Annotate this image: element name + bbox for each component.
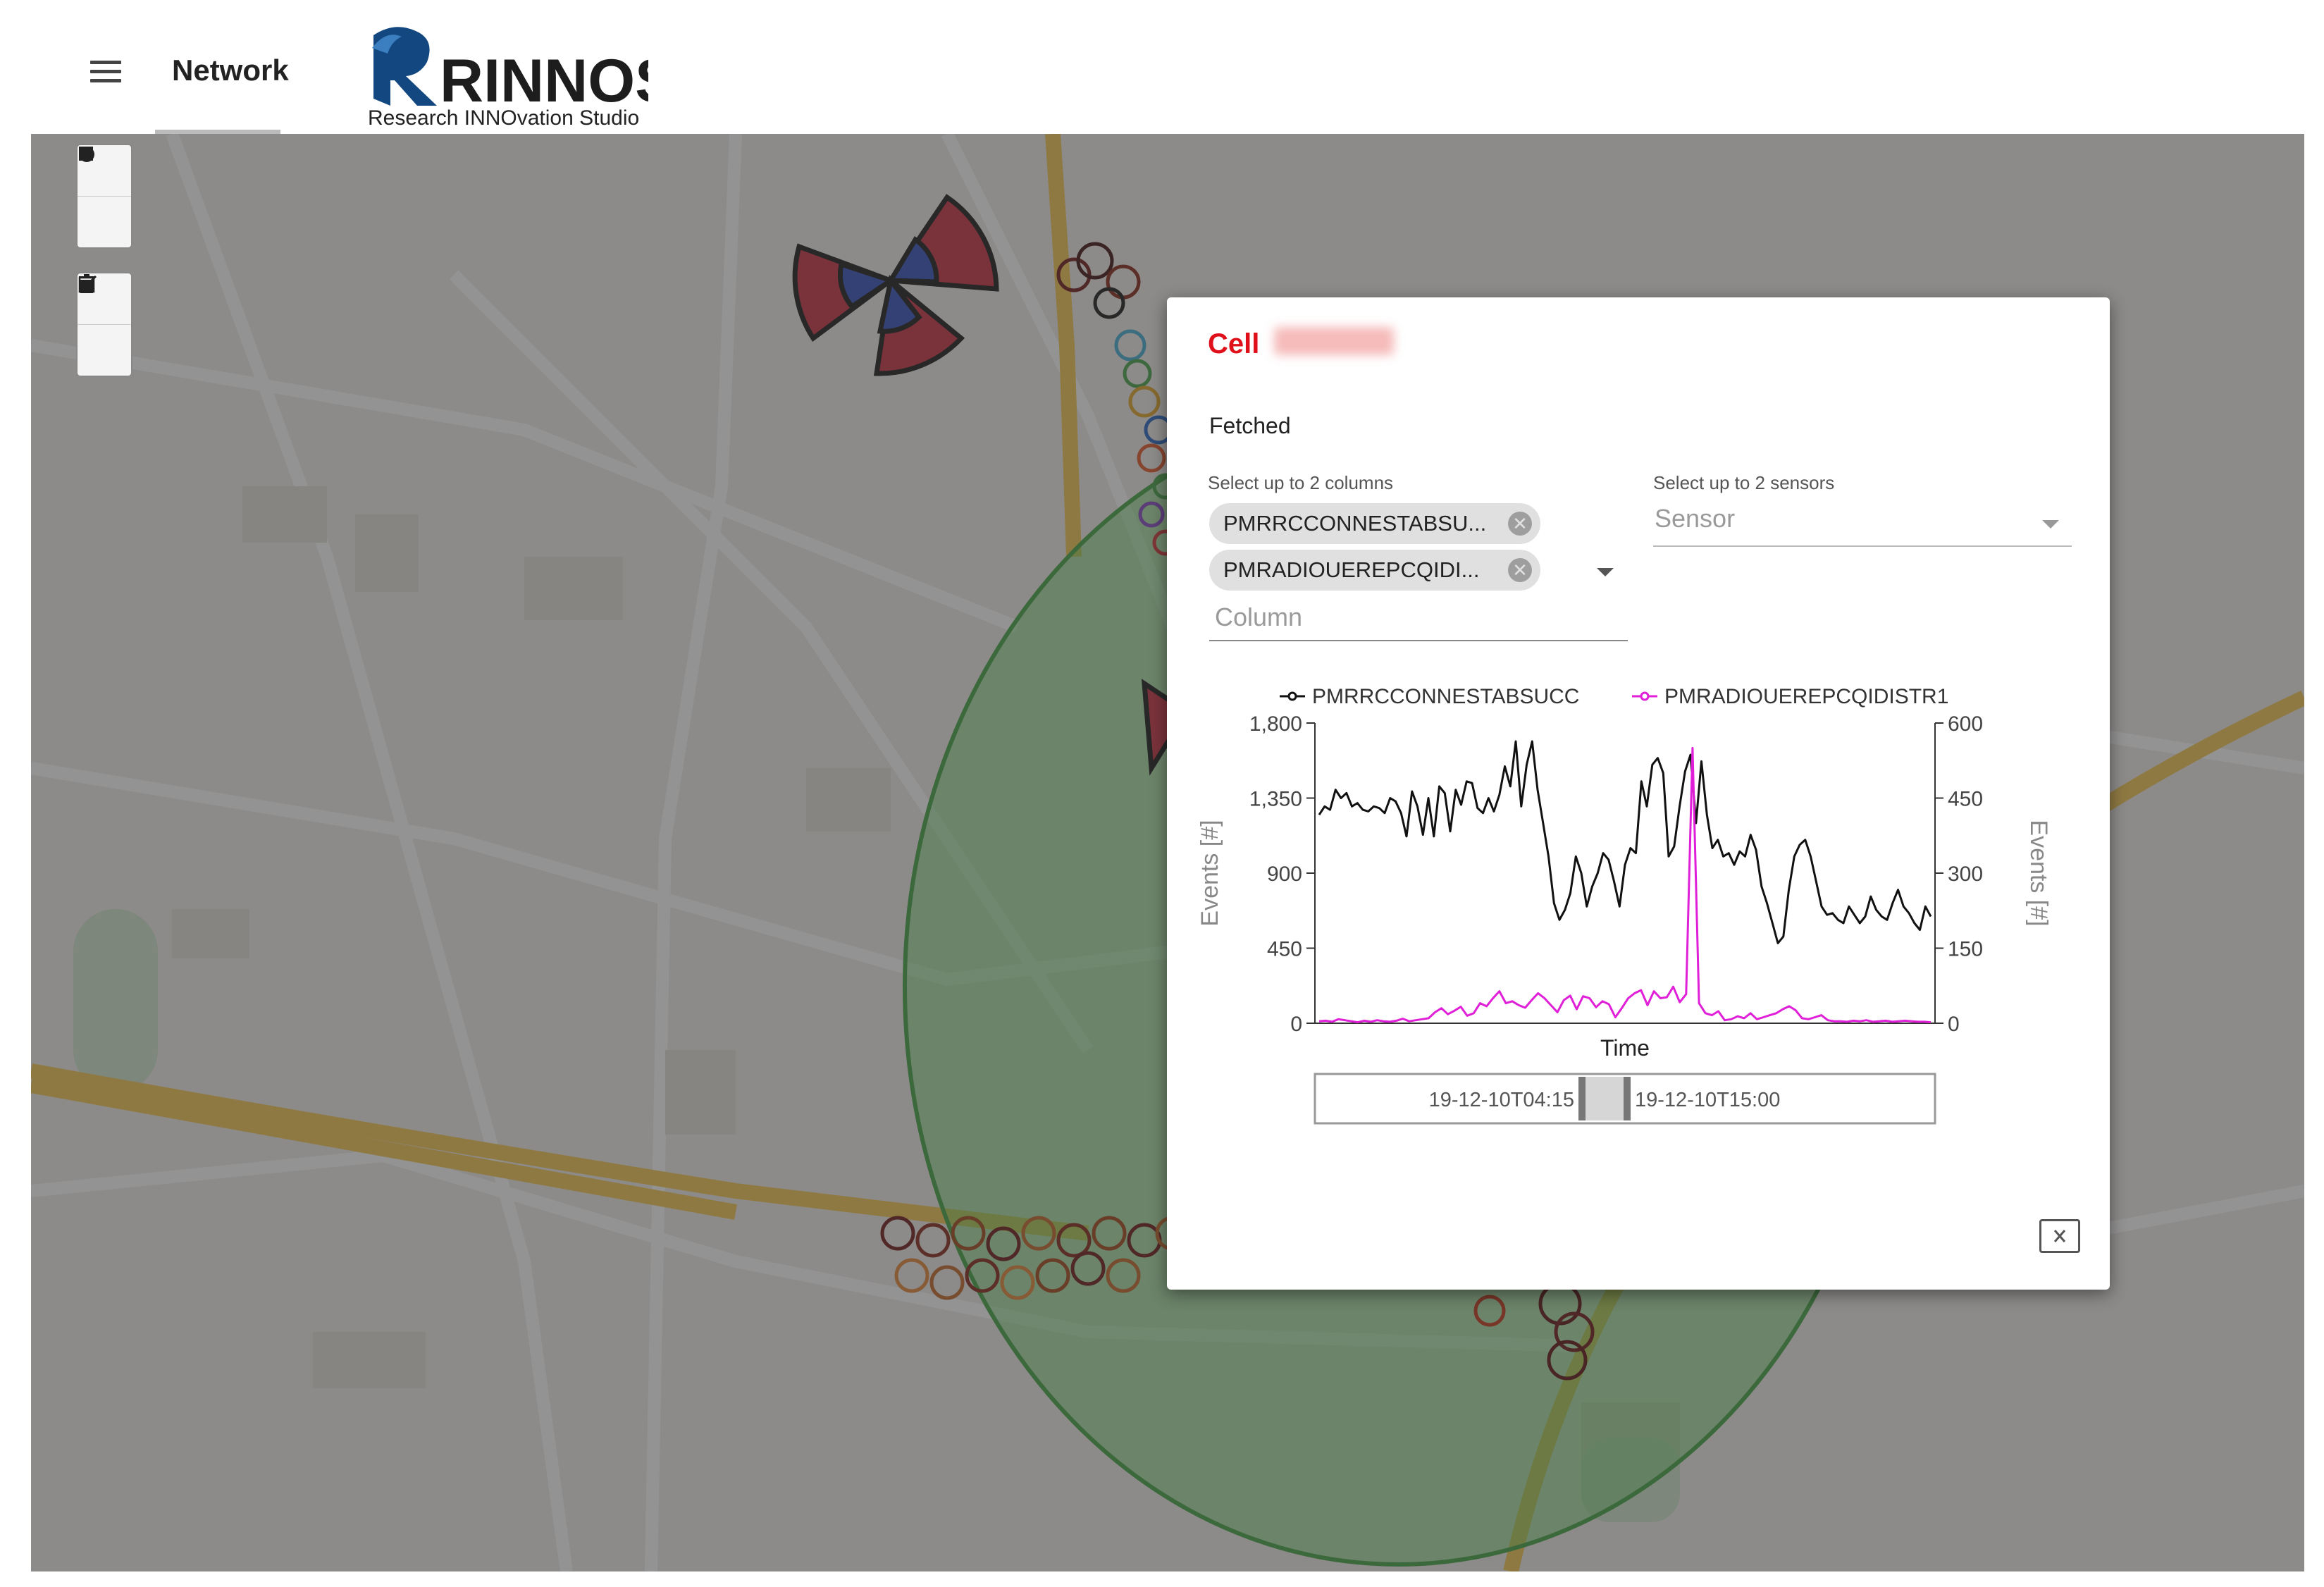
columns-dropdown-icon[interactable] bbox=[1597, 568, 1614, 576]
y-tick-label: 0 bbox=[1290, 1013, 1302, 1036]
nav-active-indicator bbox=[155, 130, 280, 134]
y-tick-label: 1,800 bbox=[1249, 712, 1302, 736]
y2-axis-label: Events [#] bbox=[2025, 820, 2052, 926]
column-chip[interactable]: PMRRCCONNESTABSU... ✕ bbox=[1209, 503, 1540, 544]
trash-icon[interactable] bbox=[78, 274, 131, 376]
cell-dialog: Cell Fetched Select up to 2 columns PMRR… bbox=[1167, 297, 2110, 1290]
column-input-underline bbox=[1209, 640, 1628, 641]
y-tick-label: 1,350 bbox=[1249, 788, 1302, 811]
remove-chip-icon[interactable]: ✕ bbox=[1508, 512, 1532, 536]
sensor-input-underline bbox=[1653, 545, 2072, 547]
y-axis-label: Events [#] bbox=[1197, 820, 1223, 926]
menu-icon[interactable] bbox=[90, 61, 121, 82]
y2-tick-label: 150 bbox=[1948, 938, 1983, 961]
circle-tool-icon[interactable] bbox=[78, 147, 131, 247]
legend-marker bbox=[1640, 691, 1650, 701]
chip-label: PMRRCCONNESTABSU... bbox=[1223, 511, 1487, 536]
logo-text: RINNOS bbox=[440, 47, 648, 115]
chart-content: PMRRCCONNESTABSUCC PMRADIOUEREPCQIDISTR1 0… bbox=[1197, 685, 2052, 1125]
cell-id-redacted bbox=[1274, 327, 1394, 355]
app-header: Network RINNOS Research INNOvation Studi… bbox=[0, 0, 2324, 134]
range-end-label: 19-12-10T15:00 bbox=[1635, 1089, 1780, 1111]
legend-entry: PMRADIOUEREPCQIDISTR1 bbox=[1664, 685, 1948, 708]
edit-toolbar bbox=[76, 272, 132, 377]
nav-title-network[interactable]: Network bbox=[172, 54, 289, 87]
close-button[interactable] bbox=[2039, 1219, 2080, 1253]
events-chart[interactable]: PMRRCCONNESTABSUCC PMRADIOUEREPCQIDISTR1 0… bbox=[1167, 671, 2110, 1164]
y2-tick-label: 300 bbox=[1948, 863, 1983, 886]
x-axis-label: Time bbox=[1600, 1035, 1650, 1061]
logo-subtitle: Research INNOvation Studio bbox=[368, 106, 639, 128]
fetch-status: Fetched bbox=[1209, 413, 1291, 438]
rinnos-logo: RINNOS Research INNOvation Studio bbox=[368, 27, 648, 128]
legend-entry: PMRRCCONNESTABSUCC bbox=[1312, 685, 1579, 708]
sensors-dropdown-icon[interactable] bbox=[2042, 520, 2059, 529]
columns-label: Select up to 2 columns bbox=[1208, 472, 1394, 493]
chip-label: PMRADIOUEREPCQIDI... bbox=[1223, 557, 1480, 582]
series-line-pmradiouerepcqidistr1 bbox=[1318, 747, 1931, 1024]
y-tick-label: 450 bbox=[1267, 938, 1302, 961]
y2-tick-label: 600 bbox=[1948, 712, 1983, 736]
range-start-label: 19-12-10T04:15 bbox=[1429, 1089, 1574, 1111]
sensor-input[interactable] bbox=[1653, 500, 2008, 537]
close-icon bbox=[2053, 1230, 2066, 1242]
draw-toolbar bbox=[76, 144, 132, 249]
y2-tick-label: 0 bbox=[1948, 1013, 1960, 1036]
remove-chip-icon[interactable]: ✕ bbox=[1508, 558, 1532, 582]
legend-marker bbox=[1287, 691, 1297, 701]
range-slider-handle-end bbox=[1624, 1077, 1631, 1120]
column-input[interactable] bbox=[1213, 599, 1569, 636]
y2-tick-label: 450 bbox=[1948, 788, 1983, 811]
range-slider-selection bbox=[1581, 1077, 1628, 1120]
series-line-pmrrcconnestabsucc bbox=[1318, 740, 1932, 944]
range-slider-handle-start bbox=[1578, 1077, 1586, 1120]
column-chip[interactable]: PMRADIOUEREPCQIDI... ✕ bbox=[1209, 550, 1540, 591]
cell-title: Cell bbox=[1208, 328, 1260, 359]
y-tick-label: 900 bbox=[1267, 863, 1302, 886]
sensors-label: Select up to 2 sensors bbox=[1653, 472, 1835, 493]
